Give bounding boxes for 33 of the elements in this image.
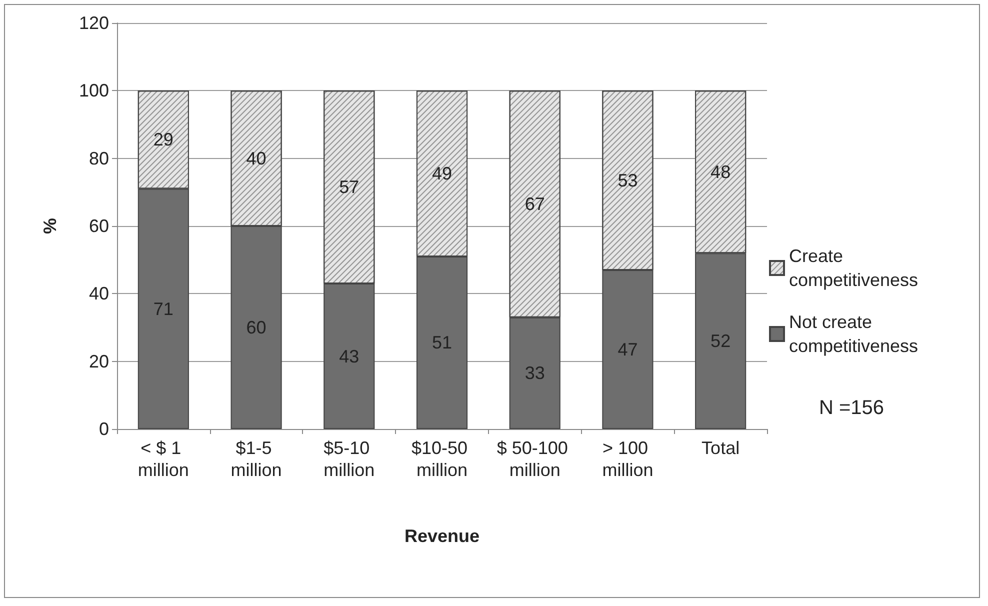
data-label: 47 <box>618 339 638 360</box>
x-tick-label: $5-10 million <box>324 438 375 480</box>
legend-label: Not create competitiveness <box>789 312 918 356</box>
x-tick-label: > 100 million <box>602 438 654 480</box>
x-axis-title: Revenue <box>404 526 480 546</box>
data-label: 60 <box>246 318 266 338</box>
data-label: 53 <box>618 170 638 190</box>
x-tick-label: $1-5 million <box>230 438 282 480</box>
x-tick-label: Total <box>702 438 740 458</box>
x-tick-label: $ 50-100 million <box>496 438 573 480</box>
y-tick-label: 80 <box>88 148 109 168</box>
y-tick-label: 60 <box>88 216 109 236</box>
text: N =156 <box>818 397 884 419</box>
y-tick-label: 0 <box>98 419 109 439</box>
y-tick-label: 20 <box>88 351 109 372</box>
y-tick-label: 120 <box>78 13 109 33</box>
y-tick-label: 40 <box>88 284 109 304</box>
data-label: 29 <box>153 130 174 150</box>
y-axis-title: % <box>40 218 60 234</box>
data-label: 49 <box>432 164 452 184</box>
data-label: 43 <box>339 346 360 366</box>
x-tick-label: < $ 1 million <box>138 438 189 480</box>
data-label: 51 <box>432 332 452 353</box>
legend-label: Create competitiveness <box>789 246 918 290</box>
data-label: 40 <box>246 148 266 168</box>
data-label: 57 <box>339 177 360 198</box>
data-label: 71 <box>153 298 174 319</box>
x-tick-label: $10-50 million <box>411 438 473 480</box>
data-label: 67 <box>524 194 545 214</box>
data-label: 33 <box>524 363 545 384</box>
data-label: 48 <box>710 162 731 182</box>
data-label: 52 <box>710 331 731 352</box>
y-tick-label: 100 <box>78 80 109 101</box>
